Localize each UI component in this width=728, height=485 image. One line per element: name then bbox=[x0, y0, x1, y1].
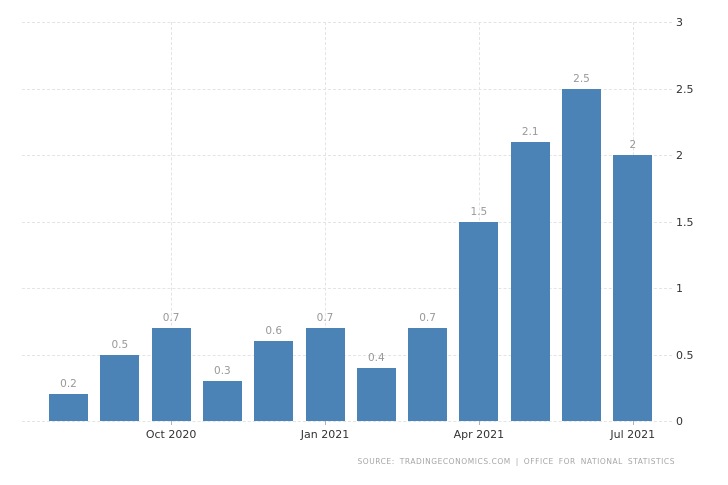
bar-jun-2021[interactable] bbox=[562, 88, 601, 421]
gridline-horizontal bbox=[22, 221, 672, 223]
x-tick-mark bbox=[325, 421, 326, 425]
gridline-horizontal bbox=[22, 421, 672, 422]
bar-value-label: 0.2 bbox=[60, 378, 77, 391]
bar-value-label: 0.5 bbox=[111, 338, 129, 351]
gridline-horizontal bbox=[22, 155, 672, 156]
bar-dec-2020[interactable] bbox=[254, 341, 294, 421]
y-axis-label: 3 bbox=[676, 16, 683, 29]
y-axis-label: 1 bbox=[676, 282, 683, 295]
bar-value-label: 0.3 bbox=[214, 365, 231, 378]
bar-value-label: 0.7 bbox=[419, 311, 436, 324]
x-tick-mark bbox=[632, 421, 634, 425]
bar-jan-2021[interactable] bbox=[305, 327, 345, 421]
bar-may-2021[interactable] bbox=[510, 141, 550, 421]
y-axis-label: 0 bbox=[676, 415, 683, 428]
bar-mar-2021[interactable] bbox=[408, 327, 448, 421]
bar-jul-2021[interactable] bbox=[613, 155, 653, 421]
bar-value-label: 2.1 bbox=[521, 125, 539, 138]
bar-aug-2020[interactable] bbox=[49, 394, 88, 421]
gridline-horizontal bbox=[22, 354, 672, 356]
bar-value-label: 2.5 bbox=[573, 72, 590, 85]
bar-value-label: 0.7 bbox=[162, 311, 180, 324]
gridline-vertical bbox=[325, 22, 326, 421]
x-tick-mark bbox=[478, 421, 480, 425]
bar-feb-2021[interactable] bbox=[356, 367, 396, 421]
y-axis-label: 1.5 bbox=[676, 215, 694, 229]
y-axis-label: 2.5 bbox=[676, 82, 694, 96]
bar-apr-2021[interactable] bbox=[459, 221, 499, 421]
x-tick-mark bbox=[171, 421, 173, 425]
x-axis-label: Apr 2021 bbox=[453, 428, 505, 441]
bar-sep-2020[interactable] bbox=[100, 354, 140, 421]
x-axis-label: Jan 2021 bbox=[300, 428, 350, 441]
x-axis-label: Jul 2021 bbox=[610, 428, 656, 441]
gridline-horizontal bbox=[22, 88, 672, 90]
y-axis-label: 2 bbox=[676, 149, 683, 162]
bar-oct-2020[interactable] bbox=[151, 327, 191, 421]
bar-value-label: 0.7 bbox=[316, 311, 334, 324]
bar-nov-2020[interactable] bbox=[202, 381, 242, 421]
bar-value-label: 0.4 bbox=[367, 351, 385, 364]
bar-value-label: 2 bbox=[629, 139, 637, 151]
bar-value-label: 1.5 bbox=[470, 205, 488, 218]
gridline-vertical bbox=[171, 22, 173, 421]
gridline-horizontal bbox=[22, 288, 672, 289]
x-axis-label: Oct 2020 bbox=[145, 428, 197, 441]
gridline-horizontal bbox=[22, 22, 672, 23]
y-axis-label: 0.5 bbox=[676, 348, 694, 362]
source-attribution: SOURCE: TRADINGECONOMICS.COM | OFFICE FO… bbox=[357, 457, 675, 466]
bar-value-label: 0.6 bbox=[265, 325, 283, 338]
